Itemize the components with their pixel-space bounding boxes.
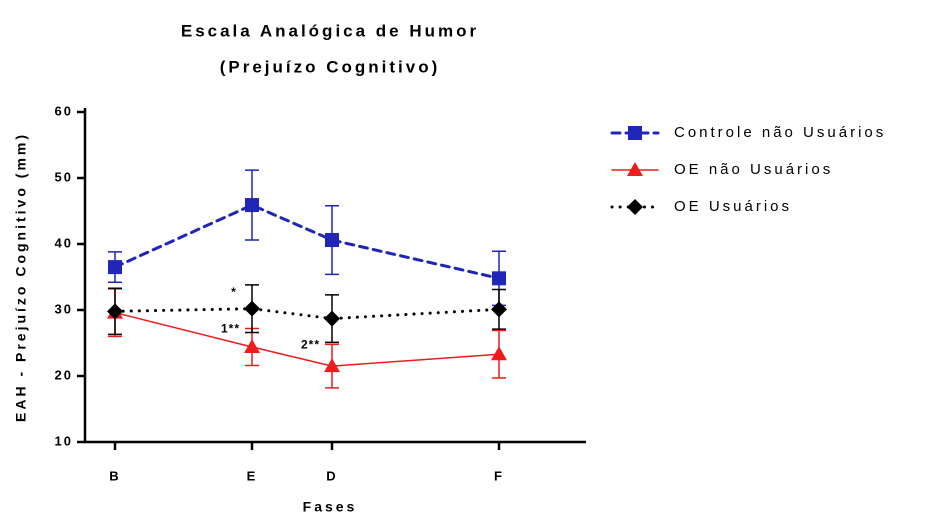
legend-marker: [627, 199, 643, 215]
point: [491, 301, 507, 318]
annotation: 2**: [301, 337, 320, 351]
point: [324, 358, 340, 373]
series-line: [113, 203, 501, 280]
point: [107, 303, 123, 320]
point: [244, 300, 260, 317]
y-axis-label: EAH - Prejuízo Cognitivo (mm): [13, 132, 29, 422]
point: [324, 310, 340, 327]
legend-marker: [628, 126, 642, 140]
chart-title: Escala Analógica de Humor: [181, 21, 479, 40]
y-tick-label: 50: [55, 169, 73, 184]
point: [491, 346, 507, 361]
y-tick-label: 10: [55, 433, 73, 448]
y-tick-label: 20: [55, 367, 73, 382]
point: [325, 233, 339, 248]
x-tick-label: E: [247, 468, 258, 483]
legend-marker: [627, 162, 643, 176]
point: [244, 338, 260, 353]
y-tick-label: 30: [55, 301, 73, 316]
point: [108, 260, 122, 275]
annotation: 1**: [221, 322, 240, 336]
legend-label: OE não Usuários: [674, 161, 833, 178]
legend-label: OE Usuários: [674, 198, 792, 215]
series-line: [114, 311, 500, 367]
y-tick-label: 40: [55, 235, 73, 250]
series-line: [113, 307, 501, 321]
x-axis-label: Fases: [303, 499, 358, 515]
x-tick-label: B: [109, 468, 120, 483]
legend-label: Controle não Usuários: [674, 124, 886, 141]
point: [492, 271, 506, 286]
chart-subtitle: (Prejuízo Cognitivo): [220, 57, 441, 76]
y-tick-label: 60: [55, 103, 73, 118]
x-tick-label: F: [494, 468, 504, 483]
x-tick-label: D: [326, 468, 337, 483]
annotation: *: [231, 285, 237, 299]
point: [245, 198, 259, 213]
